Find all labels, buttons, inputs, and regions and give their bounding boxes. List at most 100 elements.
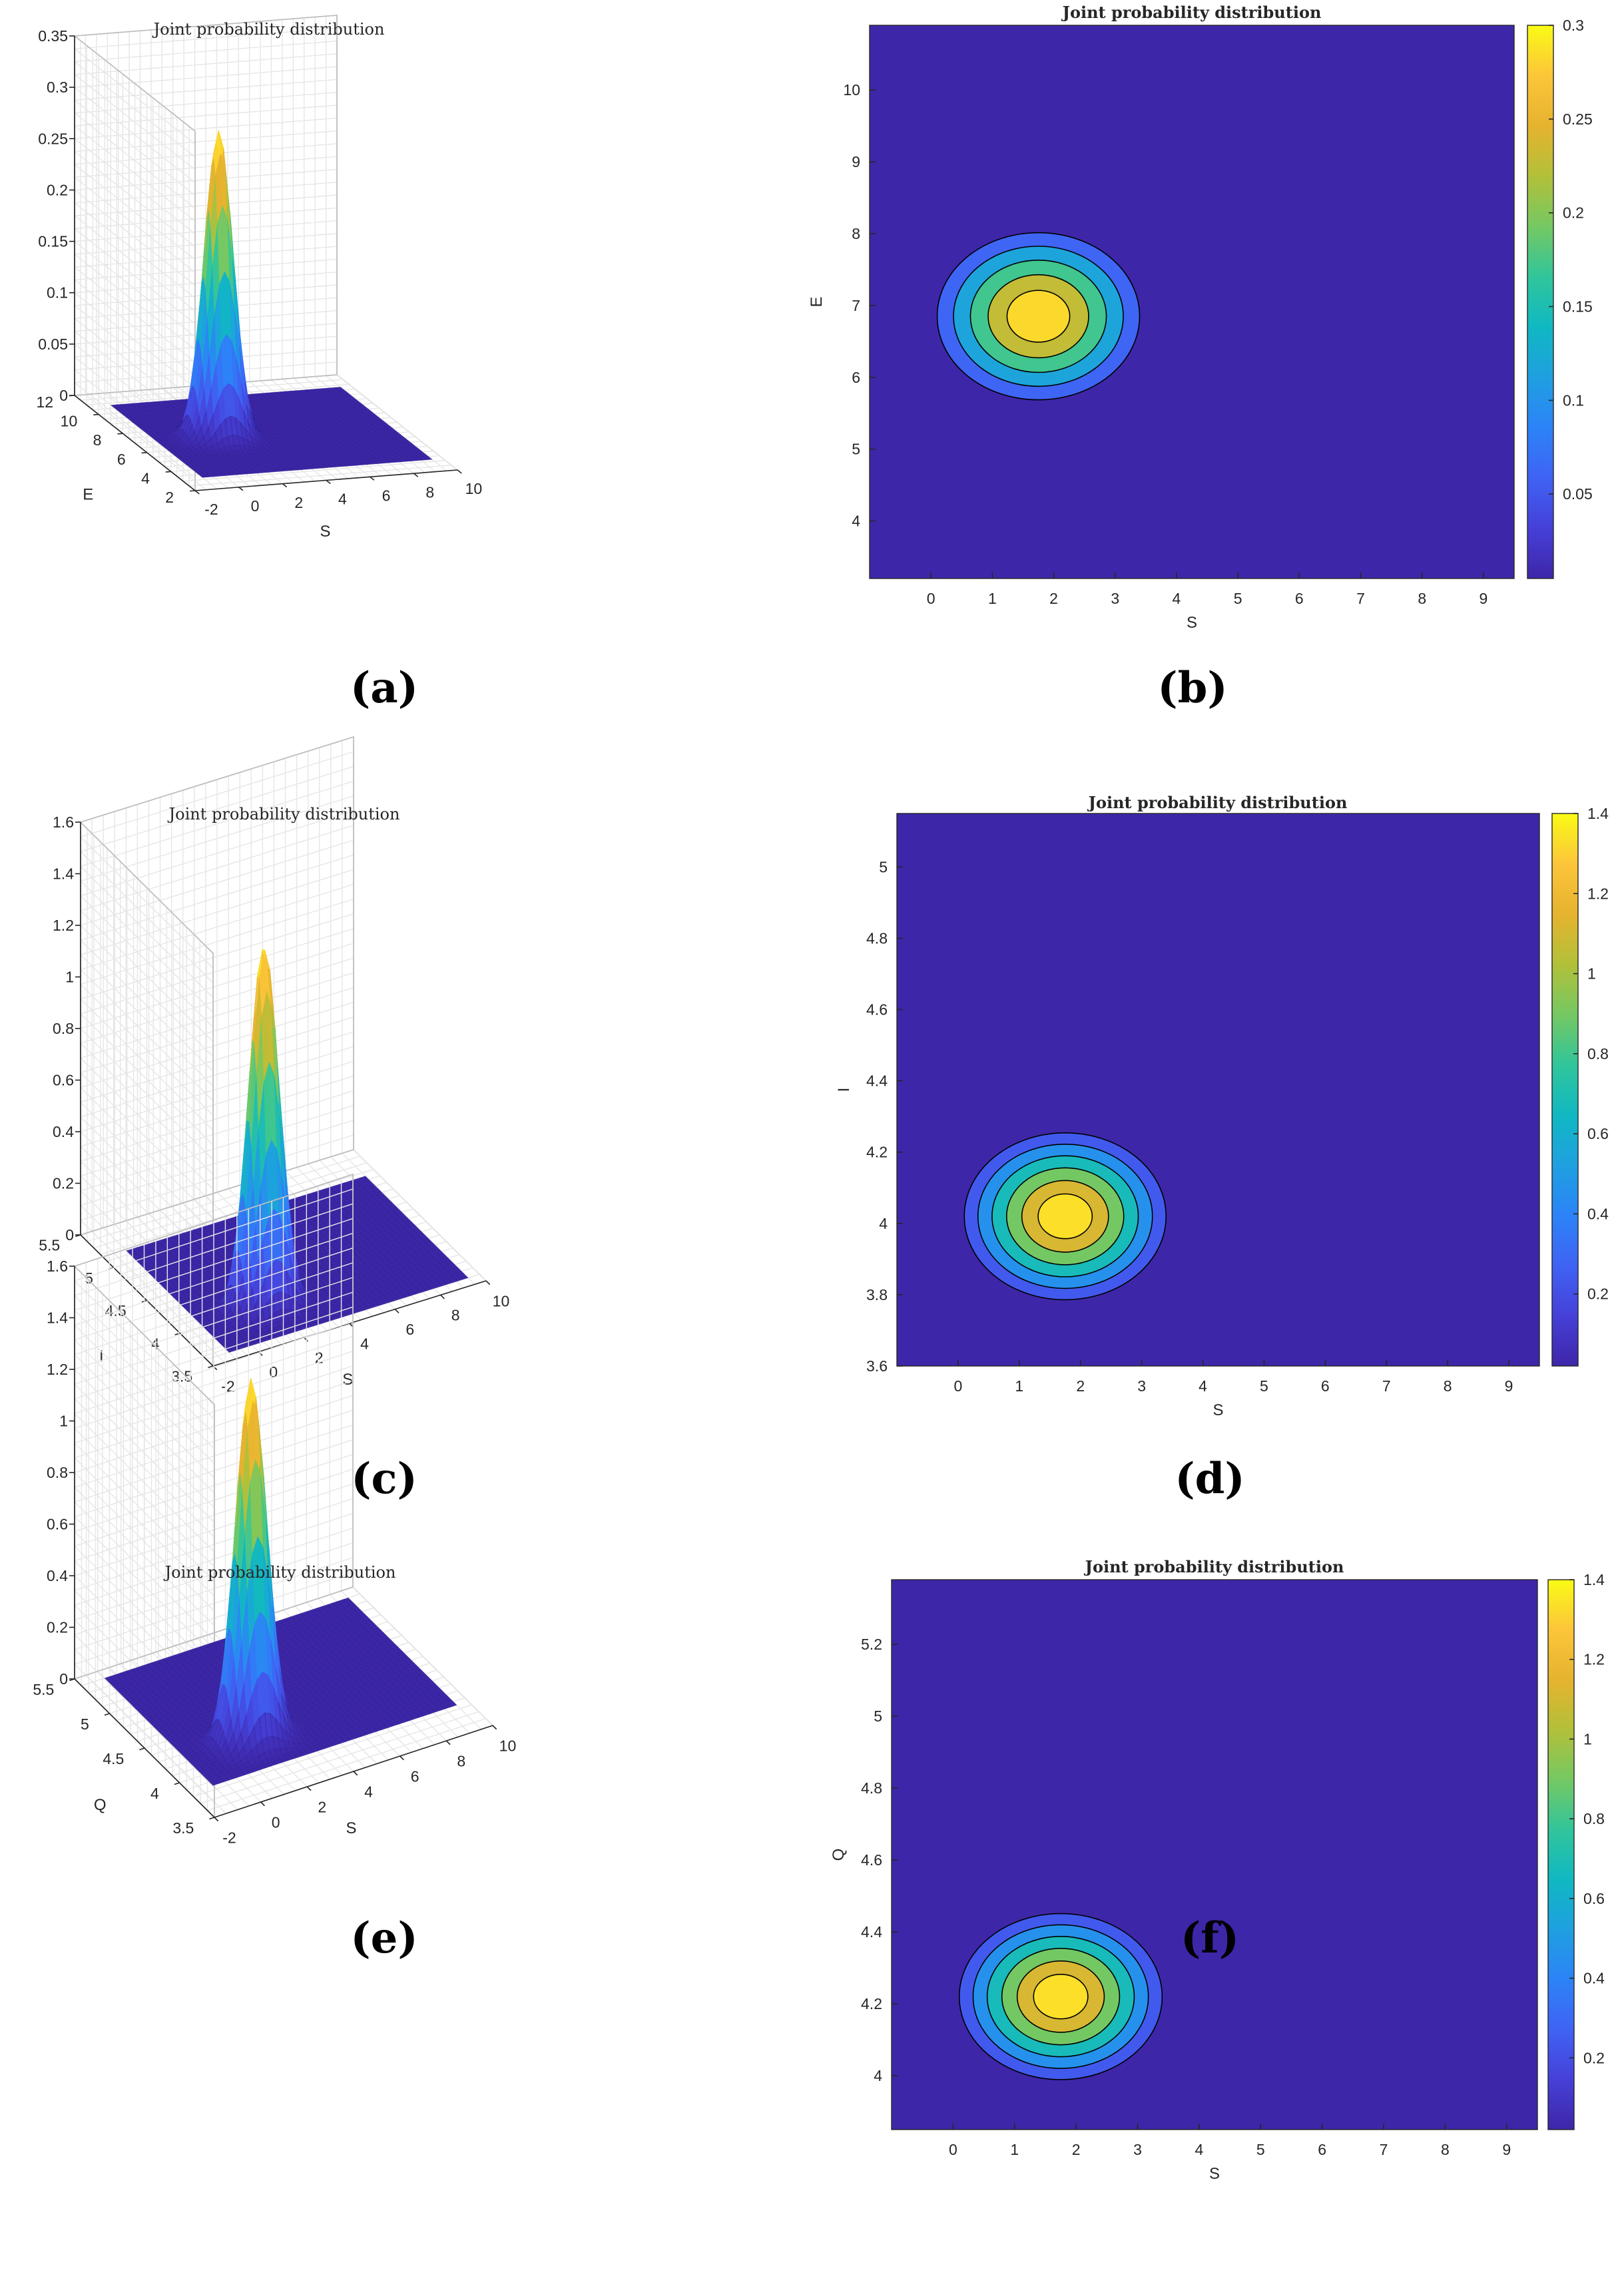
- colorbar-tick-label: 0.2: [1583, 2049, 1605, 2066]
- x-tick-mark: [282, 483, 288, 488]
- x-tick-mark: [457, 469, 462, 474]
- plot-area: [897, 813, 1539, 1366]
- colorbar-tick-label: 0.2: [1563, 204, 1584, 222]
- z-tick-label: 0.25: [38, 130, 68, 147]
- x-tick-label: 8: [425, 483, 434, 501]
- x-tick-label: 0: [272, 1813, 280, 1831]
- y-tick-label: 2: [165, 489, 174, 506]
- y-tick-label: 3.5: [171, 1368, 192, 1385]
- z-tick-label: 0: [65, 1226, 74, 1244]
- x-tick-mark: [370, 476, 375, 481]
- z-tick-label: 1.6: [47, 1258, 68, 1275]
- y-tick-mark: [208, 1365, 214, 1369]
- z-tick-label: 0.2: [47, 1619, 68, 1636]
- y-tick-label: 4.4: [866, 1072, 888, 1090]
- y-tick-label: 6: [852, 369, 860, 386]
- x-tick-label: 2: [294, 494, 303, 511]
- z-tick-label: 1.2: [53, 917, 74, 934]
- x-tick-mark: [492, 1725, 497, 1730]
- colorbar-tick-label: 0.15: [1563, 298, 1593, 316]
- x-tick-mark: [353, 1771, 358, 1776]
- y-tick-label: 4.2: [866, 1144, 888, 1161]
- contour-plot-b: 0 1 2 3 4 5 6 7 8 9 4 5 6 7 8 9 10 S E Joint probability di…: [808, 3, 1593, 713]
- colorbar-gradient: [1547, 1579, 1575, 2130]
- contour-level: [1006, 290, 1071, 343]
- axes-frame: [891, 1579, 1538, 2130]
- y-tick-label: 5: [81, 1716, 89, 1733]
- y-axis-label: E: [808, 296, 826, 307]
- y-axis-label: I: [835, 1088, 853, 1092]
- surface-mesh: [110, 130, 433, 478]
- z-tick-label: 0.6: [53, 1072, 74, 1089]
- x-axis-label: S: [320, 523, 330, 541]
- colorbar-tick-label: 0.25: [1563, 111, 1593, 128]
- x-axis-label: S: [342, 1371, 353, 1389]
- colorbar-tick-label: 1: [1583, 1730, 1592, 1747]
- colorbar-tick-label: 0.8: [1587, 1045, 1609, 1062]
- y-tick-label: 4.5: [103, 1750, 124, 1767]
- y-tick-mark: [209, 1817, 215, 1820]
- x-tick-label: 2: [315, 1349, 324, 1367]
- y-tick-label: 4.6: [861, 1851, 882, 1869]
- y-tick-mark: [165, 471, 171, 473]
- colorbar-tick-label: 1.2: [1583, 1651, 1605, 1668]
- x-tick-label: 1: [1010, 2141, 1019, 2158]
- y-tick-label: 4.8: [866, 929, 888, 947]
- x-tick-label: 2: [318, 1798, 326, 1815]
- y-tick-label: 5.5: [33, 1681, 54, 1698]
- panel-label: (d): [1175, 1454, 1244, 1504]
- axes-frame: [869, 25, 1515, 579]
- z-tick-label: 0: [59, 1670, 68, 1688]
- x-tick-label: 6: [1321, 1377, 1330, 1395]
- x-tick-label: -2: [221, 1377, 234, 1395]
- x-tick-label: 2: [1072, 2141, 1081, 2158]
- x-tick-label: 4: [338, 491, 347, 508]
- y-tick-label: 10: [61, 413, 78, 430]
- x-tick-mark: [485, 1280, 491, 1285]
- x-axis-label: S: [346, 1819, 357, 1837]
- z-tick-label: 0.15: [38, 233, 68, 250]
- x-tick-mark: [306, 1786, 312, 1791]
- surface-plot-c: -202468103.544.555.500.20.40.60.811.21.4…: [39, 736, 509, 1504]
- z-tick-label: 0.4: [53, 1123, 74, 1140]
- chart-title: Joint probability distribution: [163, 1563, 396, 1582]
- z-tick-label: 0.6: [47, 1516, 68, 1533]
- x-tick-mark: [194, 490, 200, 495]
- y-axis-line: [74, 395, 196, 491]
- x-tick-label: -2: [222, 1829, 236, 1846]
- colorbar-tick-label: 0.4: [1587, 1205, 1609, 1222]
- x-tick-label: 2: [1049, 590, 1058, 607]
- z-tick-label: 1.6: [53, 813, 74, 831]
- x-tick-label: 6: [411, 1767, 419, 1785]
- x-tick-label: 4: [1195, 2141, 1204, 2158]
- colorbar-tick-label: 1.4: [1587, 805, 1609, 822]
- y-tick-label: 5: [879, 858, 888, 875]
- x-tick-label: 6: [382, 487, 391, 504]
- y-tick-label: 7: [852, 297, 860, 314]
- y-tick-label: 8: [852, 225, 860, 242]
- x-tick-label: 4: [360, 1335, 369, 1352]
- chart-title: Joint probability distribution: [1087, 793, 1348, 812]
- x-tick-label: 0: [927, 590, 936, 607]
- chart-title: Joint probability distribution: [1084, 1557, 1344, 1576]
- x-tick-mark: [238, 487, 244, 491]
- x-axis-label: S: [1209, 2165, 1220, 2183]
- y-tick-label: 8: [93, 431, 102, 449]
- contour-plot-f: 0 1 2 3 4 5 6 7 8 9 4 4.2 4.4 4.6 4.8 5 5.2 S Q Joint proba…: [830, 1557, 1605, 2183]
- axes-frame: [896, 813, 1540, 1367]
- colorbar-gradient: [1527, 25, 1554, 579]
- z-tick-label: 0.4: [47, 1567, 68, 1584]
- contour-level: [1037, 1193, 1093, 1240]
- y-axis-label: E: [83, 486, 93, 504]
- colorbar: 0.2 0.4 0.6 0.8 1 1.2 1.4: [1551, 805, 1609, 1367]
- y-tick-label: 5: [852, 441, 860, 458]
- x-tick-label: 6: [1295, 590, 1304, 607]
- z-tick-label: 0: [59, 387, 68, 404]
- x-tick-mark: [440, 1294, 445, 1299]
- colorbar-tick-label: 0.8: [1583, 1810, 1605, 1827]
- surface-plot-e: -2 0 2 4 6 8 10 3.5 4 4.5 5 5.5 0 0.2 0.4 0.6 0.8 1 1.2 1.4…: [33, 1173, 516, 1963]
- panel-label: (c): [351, 1454, 417, 1504]
- chart-title: Joint probability distribution: [152, 20, 385, 39]
- panel-label: (b): [1157, 663, 1227, 713]
